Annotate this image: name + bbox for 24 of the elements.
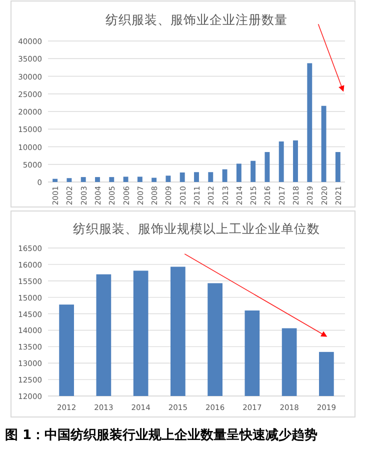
bar bbox=[123, 176, 128, 182]
bar bbox=[293, 140, 298, 182]
bar bbox=[208, 172, 214, 182]
bar bbox=[109, 177, 114, 182]
bar bbox=[166, 176, 171, 182]
bar bbox=[137, 176, 142, 182]
bar bbox=[180, 172, 185, 182]
bar bbox=[250, 160, 256, 182]
bar bbox=[307, 63, 312, 182]
bar bbox=[222, 169, 228, 182]
bar bbox=[264, 152, 270, 182]
bar bbox=[80, 177, 86, 182]
bar bbox=[66, 178, 72, 182]
bar bbox=[52, 178, 58, 182]
bar bbox=[194, 172, 199, 182]
bar bbox=[321, 106, 326, 182]
bar bbox=[236, 164, 242, 182]
chart-title: 纺织服装、服饰业规模以上工业企业单位数 bbox=[73, 221, 320, 236]
bar bbox=[278, 141, 284, 182]
bar bbox=[95, 177, 100, 182]
bar bbox=[152, 178, 157, 182]
caption: 图 1：中国纺织服装行业规上企业数量呈快速减少趋势 bbox=[5, 427, 318, 443]
bar bbox=[335, 152, 340, 182]
chart-title: 纺织服装、服饰业企业注册数量 bbox=[106, 12, 288, 27]
